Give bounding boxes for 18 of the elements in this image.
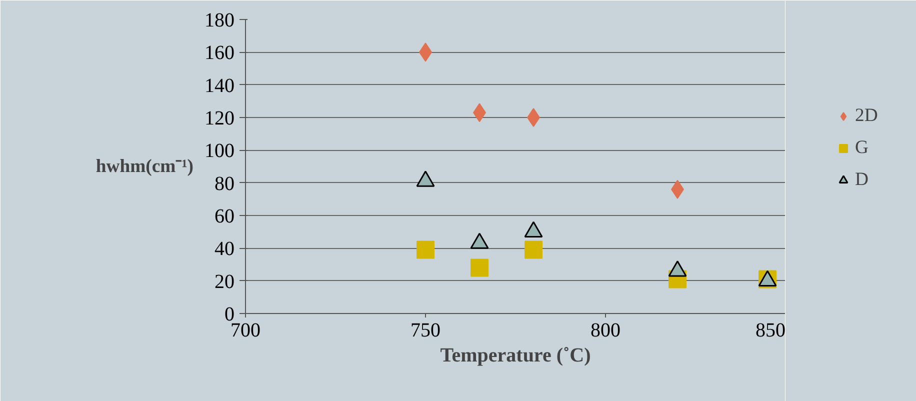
y-tick-label: 80	[214, 172, 234, 195]
legend-label: D	[855, 169, 870, 191]
y-tick-label: 100	[204, 140, 234, 162]
y-tick-label: 160	[204, 42, 234, 64]
legend-label: G	[855, 137, 870, 159]
x-tick-label: 800	[590, 320, 620, 342]
y-tick-label: 60	[214, 206, 234, 228]
y-tick-label: 120	[204, 108, 234, 130]
x-axis-title: Temperature (˚C)	[440, 344, 591, 366]
y-axis-title: hwhm(cm⁻¹)	[96, 156, 194, 177]
y-tick-label: 20	[214, 270, 234, 293]
y-tick-label: 40	[214, 238, 234, 260]
x-tick-label: 700	[230, 320, 260, 342]
legend-label: 2D	[855, 105, 878, 127]
x-tick-label: 750	[410, 320, 440, 342]
y-tick-label: 180	[204, 10, 234, 32]
y-tick-label: 140	[204, 74, 234, 97]
x-tick-label: 850	[756, 320, 786, 342]
